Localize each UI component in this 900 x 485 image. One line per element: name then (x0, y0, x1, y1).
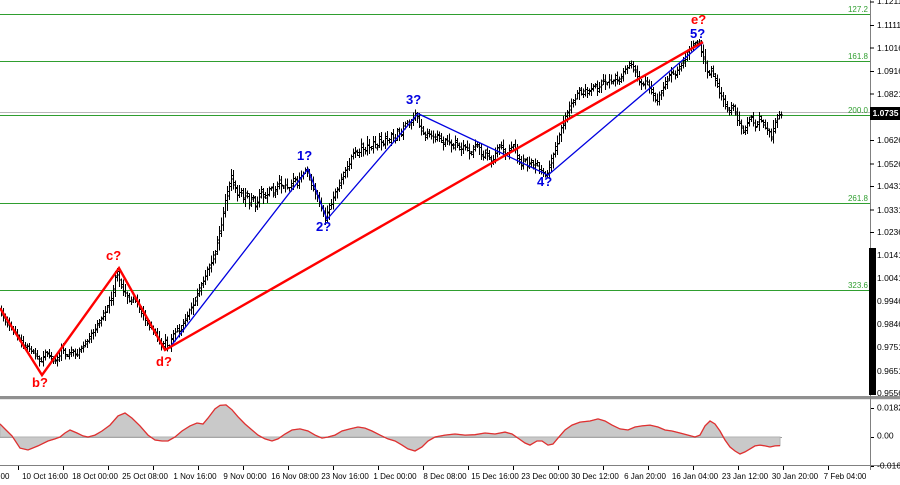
oscillator-zero-label: 0.00 (877, 430, 894, 441)
oscillator-min-label: -0.01615 (877, 460, 900, 471)
oscillator-signal-line (0, 404, 781, 455)
current-price-label: 1.0735 (872, 108, 899, 118)
red-wave-zigzag (0, 41, 704, 378)
oscillator-max-label: 0.01829 (877, 402, 900, 413)
price-bars (0, 38, 783, 367)
blue-wave-zigzag (169, 42, 704, 348)
panel-separator (0, 396, 900, 399)
current-price-box (870, 107, 900, 120)
price-axis-scrollbar[interactable] (869, 248, 876, 395)
